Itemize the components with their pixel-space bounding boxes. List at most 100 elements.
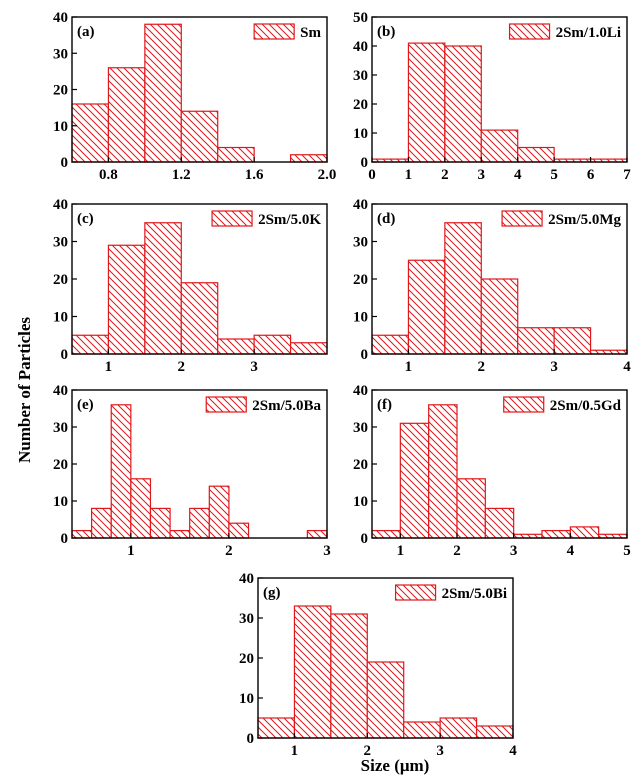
legend-swatch (205, 396, 247, 413)
y-tick-label: 40 (353, 197, 368, 213)
x-tick-label: 3 (478, 167, 486, 183)
y-tick-label: 10 (53, 494, 68, 510)
legend-label: 2Sm/5.0Mg (548, 212, 621, 228)
x-tick-label: 1 (105, 359, 113, 375)
y-tick-label: 20 (53, 272, 68, 288)
x-tick-label: 0.8 (99, 167, 118, 183)
x-tick-label: 2 (225, 543, 233, 559)
legend-swatch (508, 23, 551, 40)
histogram-bar (444, 222, 482, 355)
legend: 2Sm/5.0K (211, 210, 321, 228)
histogram-bar (71, 103, 110, 163)
histogram-bar (71, 334, 110, 355)
histogram-bar (553, 327, 592, 355)
x-tick-label: 3 (436, 743, 444, 759)
histogram-bar (217, 338, 255, 355)
histogram-panel: 0 10 20 30 40 1 2 3 4 (g) 2Sm/5.0Bi (239, 571, 517, 759)
histogram-bar (475, 725, 514, 739)
histogram-panel: 0 10 20 30 40 1 2 3 (c) 2Sm/5.0K (53, 197, 328, 375)
x-tick-label: 2 (478, 359, 486, 375)
histogram-bar (107, 244, 146, 355)
histogram-panel: 0 10 20 30 40 1 2 3 4 (d) 2Sm/5.0Mg (353, 197, 631, 375)
histogram-bar (208, 485, 230, 539)
histogram-panel: 0 10 20 30 40 1 2 3 4 5 (f) 2Sm/0.5Gd (353, 383, 631, 559)
y-tick-label: 20 (353, 272, 368, 288)
x-tick-label: 2 (453, 543, 461, 559)
panel-label: (a) (77, 24, 95, 40)
histogram-bar (217, 146, 255, 163)
x-tick-label: 7 (623, 167, 631, 183)
histogram-bar (330, 613, 368, 739)
panel-label: (d) (377, 211, 395, 227)
legend: Sm (253, 23, 321, 41)
histogram-bar (71, 529, 93, 539)
y-tick-label: 40 (53, 197, 68, 213)
legend-label: 2Sm/5.0K (258, 212, 321, 228)
y-tick-label: 20 (53, 83, 68, 99)
histogram-bar (180, 110, 219, 163)
legend: 2Sm/1.0Li (508, 23, 621, 41)
y-tick-label: 30 (239, 611, 254, 627)
histogram-bar (293, 605, 332, 739)
y-tick-label: 0 (361, 531, 369, 547)
histogram-bar (456, 478, 486, 539)
histogram-bar (107, 67, 146, 163)
legend-swatch (501, 210, 543, 227)
x-tick-label: 3 (510, 543, 518, 559)
legend-swatch (394, 584, 437, 601)
x-tick-label: 2 (364, 743, 372, 759)
x-tick-label: 1 (405, 359, 413, 375)
y-tick-label: 20 (353, 97, 368, 113)
legend-label: 2Sm/0.5Gd (550, 398, 622, 414)
histogram-bar (428, 404, 458, 539)
histogram-bar (444, 45, 482, 163)
histogram-bar (180, 282, 219, 355)
x-tick-label: 4 (567, 543, 575, 559)
plot-frame (371, 16, 628, 163)
y-tick-label: 30 (53, 420, 68, 436)
histogram-bar (253, 334, 292, 355)
y-tick-label: 50 (353, 10, 368, 26)
histogram-bar (149, 507, 171, 539)
histogram-panel: 0 10 20 30 40 1 2 3 (e) 2Sm/5.0Ba (53, 383, 331, 559)
legend: 2Sm/0.5Gd (503, 396, 622, 414)
histogram-bar (407, 259, 446, 355)
histogram-bar (403, 721, 441, 739)
x-tick-label: 1 (291, 743, 299, 759)
legend-label: 2Sm/1.0Li (556, 25, 621, 41)
panel-label: (f) (377, 397, 392, 413)
panel-label: (c) (77, 211, 94, 227)
y-tick-label: 40 (53, 383, 68, 399)
histogram-bar (517, 146, 555, 163)
x-tick-label: 1 (127, 543, 135, 559)
x-tick-label: 1 (405, 167, 413, 183)
histogram-bar (371, 529, 401, 539)
x-tick-label: 3 (323, 543, 331, 559)
x-tick-label: 3 (250, 359, 258, 375)
histogram-bar (366, 661, 405, 739)
histogram-bar (169, 529, 191, 539)
histogram-bar (439, 717, 478, 739)
histogram-bar (517, 327, 555, 355)
histogram-bar (371, 334, 410, 355)
x-tick-label: 4 (514, 167, 522, 183)
x-tick-label: 5 (550, 167, 558, 183)
y-tick-label: 0 (361, 155, 369, 171)
y-tick-label: 40 (239, 571, 254, 587)
y-tick-label: 10 (353, 494, 368, 510)
histogram-bar (480, 278, 519, 355)
y-tick-label: 0 (361, 347, 369, 363)
legend-label: Sm (300, 25, 321, 41)
y-tick-label: 30 (53, 235, 68, 251)
y-tick-label: 10 (353, 126, 368, 142)
legend-swatch (503, 396, 545, 413)
x-tick-label: 1.6 (245, 167, 264, 183)
histogram-bar (257, 717, 296, 739)
y-tick-label: 30 (353, 68, 368, 84)
legend-swatch (253, 23, 295, 40)
histogram-bar (189, 507, 210, 539)
legend-swatch (211, 210, 253, 227)
histogram-bar (289, 154, 328, 163)
histogram-bar (569, 526, 600, 539)
